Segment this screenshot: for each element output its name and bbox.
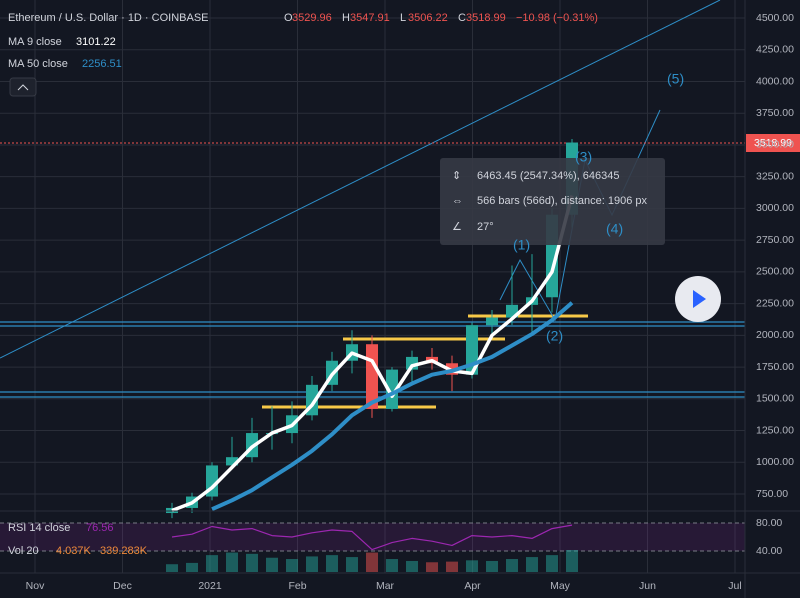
measure-icon: ∠ — [452, 221, 462, 233]
collapse-button[interactable] — [9, 77, 37, 97]
x-tick-label: Jul — [728, 580, 741, 592]
ohlc-value: 3547.91 — [350, 12, 390, 24]
wave-label: (1) — [513, 237, 530, 253]
price-tag — [746, 134, 800, 152]
y-tick-label: 3000.00 — [756, 202, 794, 214]
y-tick-label: 1750.00 — [756, 361, 794, 373]
ma9-value: 3101.22 — [76, 36, 116, 48]
volume-bar — [326, 555, 338, 572]
volume-bar — [346, 557, 358, 572]
ohlc-value: 3518.99 — [466, 12, 506, 24]
ohlc-value: 3506.22 — [408, 12, 448, 24]
y-tick-label: 4000.00 — [756, 75, 794, 87]
y-tick-label: 750.00 — [756, 488, 788, 500]
volume-bar — [266, 557, 278, 572]
rsi-band — [0, 523, 745, 551]
rsi-label: RSI 14 close — [8, 522, 70, 534]
volume-bar — [286, 559, 298, 572]
volume-bar — [386, 559, 398, 572]
y-tick-label: 1000.00 — [756, 456, 794, 468]
symbol: Ethereum / U.S. Dollar · 1D · COINBASE — [8, 12, 209, 24]
collapse-icon — [17, 84, 29, 91]
measure-icon: ⇔ — [452, 195, 463, 207]
volume-bar — [406, 560, 418, 572]
wave-label: (3) — [575, 149, 592, 165]
rsi-tick-label: 80.00 — [756, 517, 782, 529]
x-tick-label: Jun — [639, 580, 656, 592]
x-tick-label: Dec — [113, 580, 132, 592]
ohlc-key: O — [284, 12, 293, 24]
wave-label: (2) — [546, 328, 563, 344]
x-tick-label: Apr — [464, 580, 481, 592]
volume-bar — [246, 553, 258, 572]
y-tick-label: 2250.00 — [756, 297, 794, 309]
change: −10.98 (−0.31%) — [516, 12, 598, 24]
y-tick-label: 3500.00 — [756, 139, 794, 151]
vol-label: Vol 20 — [8, 545, 39, 557]
volume-bar — [306, 556, 318, 572]
ohlc-key: H — [342, 12, 350, 24]
y-tick-label: 1250.00 — [756, 424, 794, 436]
vol-value: 4.037K — [56, 545, 92, 557]
x-tick-label: Mar — [376, 580, 395, 592]
measure-angle: 27° — [477, 221, 494, 233]
y-tick-label: 2750.00 — [756, 234, 794, 246]
vol-ma: 339.283K — [100, 545, 148, 557]
measure-icon: ⇕ — [452, 170, 461, 182]
measure-price: 6463.45 (2547.34%), 646345 — [477, 170, 620, 182]
x-tick-label: May — [550, 580, 571, 592]
ma50-value: 2256.51 — [82, 58, 122, 70]
candle-body — [226, 457, 238, 466]
ohlc: O 3529.96 H 3547.91 L 3506.22 C 3518.99 −10.98 (… — [284, 12, 598, 24]
y-tick-label: 2500.00 — [756, 266, 794, 278]
measure-box — [440, 158, 665, 245]
lower-panes — [166, 524, 578, 572]
rsi-line — [171, 524, 573, 551]
x-tick-label: Nov — [26, 580, 45, 592]
y-tick-label: 2000.00 — [756, 329, 794, 341]
trend-line — [0, 0, 721, 359]
y-tick-label: 3750.00 — [756, 107, 794, 119]
volume-bar — [366, 552, 378, 572]
volume-bar — [446, 561, 458, 572]
y-tick-label: 4500.00 — [756, 12, 794, 24]
ma50-label: MA 50 close — [8, 58, 68, 70]
wave-label: (4) — [606, 221, 623, 237]
measure-bars: 566 bars (566d), distance: 1906 px — [477, 195, 648, 207]
ohlc-key: L — [400, 12, 406, 24]
price-tag-label: 3518.99 — [754, 137, 792, 149]
ohlc-value: 3529.96 — [292, 12, 332, 24]
volume-bar — [426, 562, 438, 572]
volume-bar — [566, 550, 578, 572]
x-tick-label: Feb — [288, 580, 306, 592]
volume-bar — [466, 560, 478, 572]
candle-body — [386, 369, 398, 409]
volume-bar — [506, 559, 518, 572]
volume-bar — [206, 555, 218, 572]
ohlc-key: C — [458, 12, 466, 24]
rsi-tick-label: 40.00 — [756, 545, 782, 557]
volume-bar — [486, 560, 498, 572]
y-tick-label: 3250.00 — [756, 170, 794, 182]
rsi-value: 76.56 — [86, 522, 114, 534]
y-tick-label: 1500.00 — [756, 393, 794, 405]
ma-line — [171, 195, 574, 513]
ma9-label: MA 9 close — [8, 36, 62, 48]
x-tick-label: 2021 — [198, 580, 222, 592]
volume-bar — [226, 552, 238, 572]
volume-bar — [546, 555, 558, 572]
candle-body — [486, 317, 498, 326]
volume-bar — [166, 564, 178, 572]
volume-bar — [186, 562, 198, 572]
volume-bar — [526, 557, 538, 572]
wave-label: (5) — [667, 71, 684, 87]
ma-line — [211, 301, 574, 512]
y-tick-label: 4250.00 — [756, 44, 794, 56]
play-icon — [693, 290, 706, 308]
marks — [166, 138, 578, 519]
